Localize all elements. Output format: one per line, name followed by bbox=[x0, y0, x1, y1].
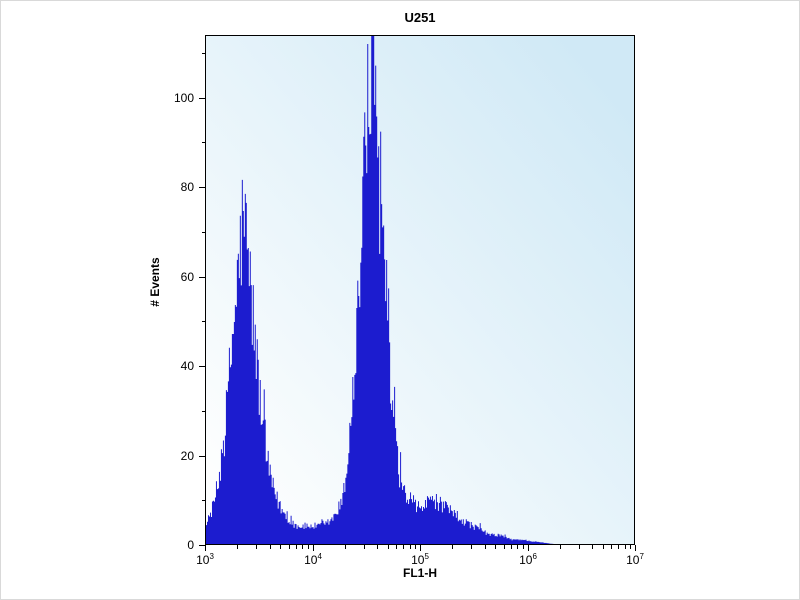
x-minor-tick bbox=[630, 545, 631, 549]
x-tick bbox=[635, 545, 636, 551]
x-minor-tick bbox=[396, 545, 397, 549]
histogram-fill bbox=[206, 36, 634, 544]
y-tick bbox=[199, 187, 205, 188]
histogram-series bbox=[206, 36, 634, 544]
y-tick-label: 20 bbox=[180, 449, 194, 463]
x-minor-tick bbox=[618, 545, 619, 549]
y-tick-label: 80 bbox=[180, 180, 194, 194]
x-minor-tick bbox=[289, 545, 290, 549]
x-minor-tick bbox=[302, 545, 303, 549]
x-minor-tick bbox=[415, 545, 416, 549]
x-minor-tick bbox=[603, 545, 604, 549]
y-tick-label: 0 bbox=[187, 538, 194, 552]
x-tick-label: 103 bbox=[196, 552, 214, 567]
x-minor-tick bbox=[485, 545, 486, 549]
x-minor-tick bbox=[517, 545, 518, 549]
x-minor-tick bbox=[523, 545, 524, 549]
x-tick-label: 104 bbox=[304, 552, 322, 567]
x-minor-tick bbox=[560, 545, 561, 549]
x-minor-tick bbox=[611, 545, 612, 549]
x-minor-tick bbox=[364, 545, 365, 549]
y-tick bbox=[199, 366, 205, 367]
x-minor-tick bbox=[377, 545, 378, 549]
x-minor-tick bbox=[308, 545, 309, 549]
y-tick bbox=[199, 456, 205, 457]
x-minor-tick bbox=[471, 545, 472, 549]
x-minor-tick bbox=[592, 545, 593, 549]
y-tick bbox=[199, 277, 205, 278]
y-tick-label: 40 bbox=[180, 359, 194, 373]
x-minor-tick bbox=[495, 545, 496, 549]
x-tick-label: 107 bbox=[626, 552, 644, 567]
x-tick-label: 105 bbox=[411, 552, 429, 567]
y-axis-label: # Events bbox=[148, 257, 162, 307]
y-minor-tick bbox=[202, 53, 205, 54]
x-minor-tick bbox=[452, 545, 453, 549]
x-minor-tick bbox=[237, 545, 238, 549]
x-tick bbox=[420, 545, 421, 551]
x-minor-tick bbox=[256, 545, 257, 549]
y-tick bbox=[199, 98, 205, 99]
y-minor-tick bbox=[202, 142, 205, 143]
x-minor-tick bbox=[403, 545, 404, 549]
x-tick bbox=[205, 545, 206, 551]
plot-area bbox=[205, 35, 635, 545]
x-minor-tick bbox=[270, 545, 271, 549]
x-minor-tick bbox=[410, 545, 411, 549]
x-tick bbox=[313, 545, 314, 551]
x-minor-tick bbox=[388, 545, 389, 549]
x-minor-tick bbox=[296, 545, 297, 549]
x-axis-label: FL1-H bbox=[403, 566, 437, 580]
x-tick-label: 106 bbox=[519, 552, 537, 567]
y-minor-tick bbox=[202, 321, 205, 322]
y-tick-label: 60 bbox=[180, 270, 194, 284]
y-minor-tick bbox=[202, 411, 205, 412]
y-tick bbox=[199, 545, 205, 546]
chart-title: U251 bbox=[404, 10, 436, 25]
x-minor-tick bbox=[504, 545, 505, 549]
x-minor-tick bbox=[280, 545, 281, 549]
y-tick-label: 100 bbox=[173, 91, 194, 105]
x-minor-tick bbox=[625, 545, 626, 549]
y-minor-tick bbox=[202, 500, 205, 501]
x-minor-tick bbox=[579, 545, 580, 549]
x-minor-tick bbox=[345, 545, 346, 549]
x-tick bbox=[528, 545, 529, 551]
y-minor-tick bbox=[202, 232, 205, 233]
x-minor-tick bbox=[511, 545, 512, 549]
